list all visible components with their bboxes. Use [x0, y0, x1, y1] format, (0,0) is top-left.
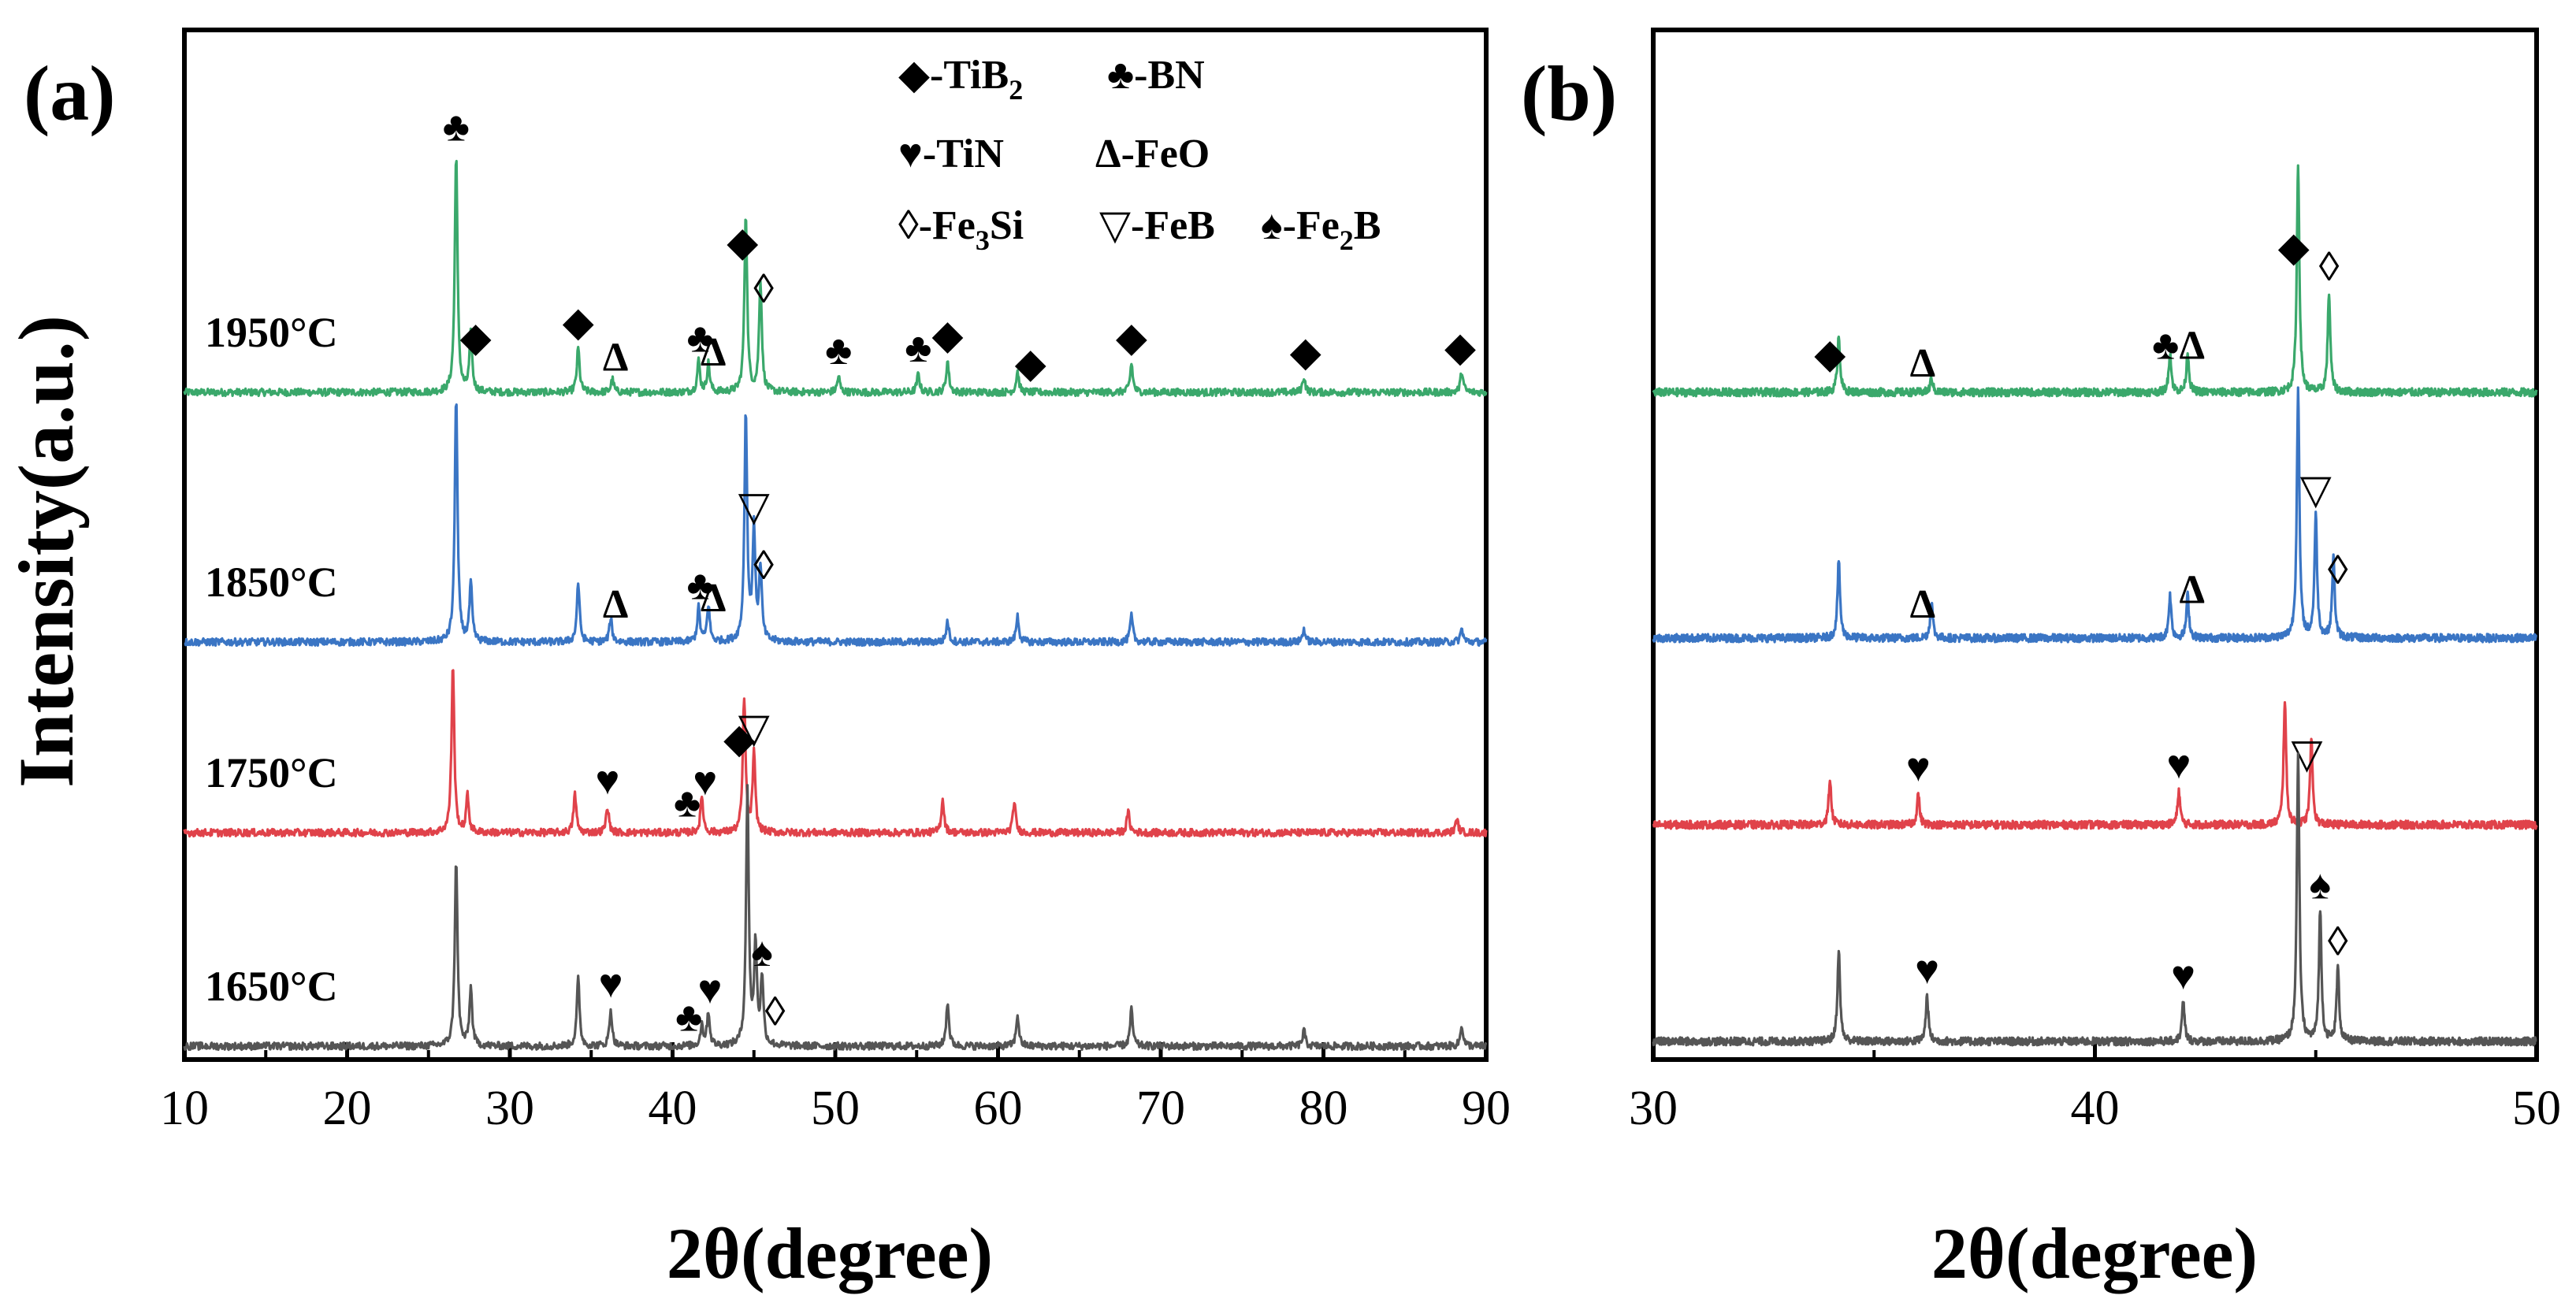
peak-marker: ▽: [738, 707, 770, 752]
peak-marker: ◆: [723, 717, 755, 762]
peak-marker: ▽: [738, 484, 770, 529]
peak-marker: ♥: [1906, 745, 1931, 790]
peak-marker: Δ: [1910, 341, 1936, 386]
peak-marker: ◊: [753, 267, 774, 312]
series-label: 1950°C: [205, 309, 338, 356]
legend-entry: ◆-TiB2: [898, 53, 1023, 106]
peak-marker: ♥: [693, 759, 717, 804]
y-axis-label: Intensity(a.u.): [2, 315, 90, 788]
peak-marker: ▽: [2292, 732, 2323, 777]
peak-marker: ◊: [2319, 245, 2340, 290]
x-tick-label: 70: [1136, 1082, 1185, 1135]
x-tick-label: 30: [485, 1082, 534, 1135]
panel-label-a: (a): [24, 50, 116, 137]
series-label: 1750°C: [205, 749, 338, 796]
x-tick-label: 80: [1299, 1082, 1348, 1135]
legend-entry: ◊-Fe3Si: [898, 203, 1024, 256]
peak-marker: ♥: [1915, 948, 1939, 993]
series-line-1750: [1652, 701, 2538, 830]
peak-marker: ♣: [825, 328, 852, 373]
series-line-1650: [183, 784, 1488, 1052]
peak-marker: Δ: [2180, 568, 2206, 613]
peak-marker: ◆: [1116, 316, 1147, 361]
peak-marker: ♣: [905, 326, 931, 371]
peak-marker: ♣: [2152, 324, 2179, 369]
x-tick-label: 50: [811, 1082, 860, 1135]
peak-marker: ◊: [2328, 548, 2348, 593]
legend-entry: ♣-BN: [1107, 53, 1205, 98]
series-line-1950: [1652, 164, 2538, 398]
legend-entry: Δ-FeO: [1095, 132, 1210, 176]
peak-marker: ◊: [753, 544, 774, 588]
peak-marker: ◊: [765, 989, 786, 1034]
peak-marker: ♣: [687, 316, 714, 361]
peak-marker: ◆: [1814, 332, 1846, 377]
series-line-1950: [183, 159, 1488, 398]
peak-marker: ♥: [2171, 954, 2195, 999]
x-tick-label: 60: [974, 1082, 1023, 1135]
x-tick-label: 90: [1462, 1082, 1511, 1135]
peak-marker: Δ: [603, 582, 629, 627]
x-axis-label-b: 2θ(degree): [1931, 1213, 2258, 1294]
peak-marker: ♣: [674, 781, 701, 826]
peak-marker: ♥: [595, 759, 619, 804]
x-tick-label: 40: [2071, 1082, 2120, 1135]
peak-marker: ◆: [1444, 325, 1476, 370]
peak-marker: ◆: [2278, 225, 2310, 270]
series-line-1750: [183, 669, 1488, 838]
peak-marker: ♣: [687, 563, 714, 608]
peak-marker: Δ: [1910, 582, 1936, 627]
x-tick-label: 10: [160, 1082, 209, 1135]
legend-entry: ♠-Fe2B: [1261, 203, 1381, 256]
x-tick-label: 40: [649, 1082, 697, 1135]
x-tick-label: 20: [323, 1082, 372, 1135]
legend-entry: ▽-FeB: [1099, 203, 1215, 248]
plot-frame: [182, 28, 1489, 1062]
peak-marker: Δ: [701, 576, 727, 621]
panel-b: 30 40 50◆ Δ ♣ Δ◆ ◊Δ Δ▽◊♥ ♥ ▽♥ ♥♠◊: [1629, 28, 2561, 1135]
legend-entry: ♥-TiN: [898, 132, 1004, 176]
peak-marker: ◆: [1290, 330, 1321, 375]
peak-marker: ◆: [563, 300, 594, 345]
series-label: 1850°C: [205, 559, 338, 606]
peak-marker: ♣: [443, 105, 470, 150]
peak-marker: ◆: [727, 220, 758, 265]
series-line-1850: [184, 403, 1488, 648]
peak-marker: ▽: [2300, 468, 2332, 513]
series-label: 1650°C: [205, 963, 338, 1010]
peak-marker: ♥: [599, 962, 623, 1007]
peak-marker: ♥: [698, 967, 723, 1012]
peak-marker: ♠: [751, 930, 773, 975]
peak-marker: ◆: [1015, 342, 1046, 387]
peak-marker: Δ: [2180, 324, 2206, 369]
series-line-1850: [1652, 386, 2537, 644]
peak-marker: ♣: [675, 996, 702, 1041]
peak-marker: ◆: [460, 316, 492, 361]
x-tick-label: 50: [2512, 1082, 2561, 1135]
x-axis-label-a: 2θ(degree): [667, 1213, 993, 1294]
panel-label-b: (b): [1521, 50, 1617, 137]
x-tick-label: 30: [1629, 1082, 1678, 1135]
peak-marker: Δ: [603, 336, 629, 380]
peak-marker: ♠: [2310, 863, 2332, 908]
peak-marker: ◆: [931, 313, 963, 358]
plot-frame: [1651, 28, 2539, 1062]
peak-marker: Δ: [701, 330, 727, 375]
peak-marker: ◊: [2328, 919, 2348, 964]
peak-marker: ♥: [2167, 743, 2191, 788]
series-line-1650: [1652, 752, 2537, 1047]
